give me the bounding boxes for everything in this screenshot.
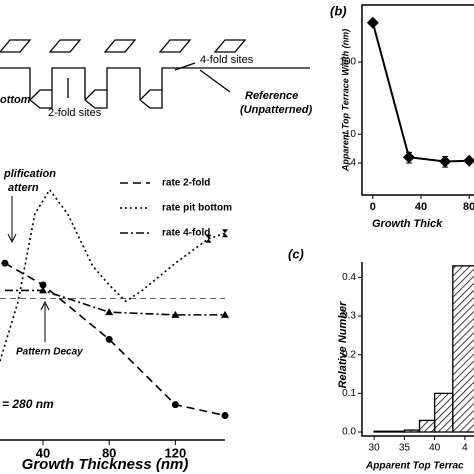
x-axis-label: Apparent Top Terrac	[365, 461, 464, 472]
y-tick-label: 10	[345, 129, 357, 140]
label: ottom	[0, 94, 31, 106]
x-tick-label: 80	[463, 201, 474, 213]
marker	[366, 16, 379, 29]
marker	[105, 335, 113, 343]
label: 4-fold sites	[200, 54, 254, 66]
marker	[463, 154, 474, 167]
bar	[418, 419, 436, 433]
y-tick-label: 100	[339, 57, 356, 68]
x-tick-label: 120	[165, 445, 187, 460]
bar	[452, 265, 474, 433]
panel-label: (c)	[288, 246, 304, 261]
bar	[433, 392, 454, 433]
bar	[403, 429, 421, 433]
marker	[221, 310, 229, 318]
annotation: attern	[8, 182, 39, 194]
marker	[171, 401, 179, 409]
x-tick-label: 40	[36, 445, 50, 460]
y-tick-label: 0.4	[342, 272, 356, 283]
marker	[39, 281, 47, 289]
schematic	[0, 39, 310, 109]
y-tick-label: 0.2	[342, 349, 356, 360]
panel-label: (b)	[330, 3, 347, 18]
legend-label: rate 2-fold	[162, 178, 210, 189]
series-line	[4, 262, 226, 417]
series-line	[0, 188, 226, 362]
frame	[361, 262, 474, 437]
marker	[221, 412, 229, 420]
x-tick-label: 40	[429, 443, 441, 454]
label: Reference	[245, 90, 298, 102]
marker	[205, 234, 212, 243]
series-line	[371, 22, 470, 163]
x-tick-label: 30	[369, 443, 381, 454]
y-tick-label: 0.0	[342, 427, 356, 438]
x-tick-label: 0	[370, 201, 376, 213]
plot	[366, 16, 474, 168]
x-tick-label: 80	[102, 445, 116, 460]
series-line	[4, 289, 225, 316]
bar	[373, 430, 406, 433]
annotation: = 280 nm	[2, 397, 54, 411]
label: (Unpatterned)	[240, 104, 312, 116]
x-tick-label: 40	[415, 201, 427, 213]
x-axis-label: Growth Thick	[372, 218, 443, 230]
legend-label: rate 4-fold	[162, 228, 210, 239]
frame	[361, 4, 474, 196]
annotation: Pattern Decay	[16, 347, 83, 358]
marker	[39, 286, 48, 294]
annotation: plification	[3, 168, 56, 180]
legend-label: rate pit bottom	[162, 203, 232, 214]
y-axis-label: Relative Number	[337, 301, 349, 389]
x-tick-label: 35	[399, 443, 411, 454]
marker	[171, 310, 180, 318]
x-axis-label: Growth Thickness (nm)	[22, 456, 189, 473]
y-tick-label: 0.1	[342, 388, 356, 399]
arrow	[40, 300, 50, 342]
y-tick-label: 0.3	[342, 311, 356, 322]
marker	[402, 151, 415, 164]
plot	[373, 265, 474, 433]
label: 2-fold sites	[48, 107, 102, 119]
y-axis-label: Apparent Top Terrace Width (nm)	[340, 29, 350, 172]
arrow	[7, 196, 17, 244]
marker	[1, 259, 9, 267]
x-tick-label: 4	[462, 443, 468, 454]
marker	[439, 155, 452, 168]
y-tick-label: 4	[350, 158, 356, 169]
marker	[105, 308, 114, 316]
marker	[222, 229, 228, 238]
